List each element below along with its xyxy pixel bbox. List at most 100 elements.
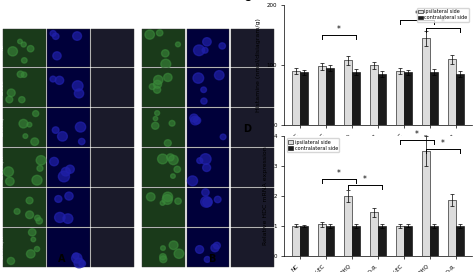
Circle shape: [36, 190, 46, 199]
Circle shape: [20, 33, 26, 38]
Bar: [396, 71, 404, 125]
Bar: [47, 148, 90, 187]
Circle shape: [168, 111, 174, 117]
Circle shape: [153, 178, 160, 185]
Bar: [231, 148, 273, 187]
Text: BAR: BAR: [64, 8, 75, 13]
Circle shape: [168, 151, 173, 156]
Circle shape: [60, 116, 67, 123]
Bar: [142, 29, 185, 67]
Bar: [3, 69, 46, 107]
Bar: [352, 226, 360, 256]
Legend: ipsilateral side, contralateral side: ipsilateral side, contralateral side: [287, 138, 339, 152]
Bar: [292, 226, 300, 256]
Bar: [396, 226, 404, 256]
Circle shape: [208, 73, 218, 83]
Bar: [448, 200, 456, 256]
Circle shape: [51, 214, 58, 220]
Circle shape: [58, 126, 64, 132]
Circle shape: [145, 242, 154, 251]
Text: *: *: [441, 139, 445, 149]
Circle shape: [177, 74, 185, 81]
Circle shape: [78, 244, 85, 251]
Bar: [292, 71, 300, 125]
Bar: [47, 69, 90, 107]
Circle shape: [20, 252, 26, 257]
Bar: [187, 228, 229, 267]
Circle shape: [156, 236, 164, 243]
Bar: [187, 188, 229, 227]
Circle shape: [64, 246, 72, 254]
Bar: [91, 69, 134, 107]
Legend: ipsilateral side, contralateral side: ipsilateral side, contralateral side: [417, 8, 469, 22]
Circle shape: [156, 217, 166, 225]
Circle shape: [62, 170, 68, 176]
Circle shape: [72, 205, 82, 215]
Circle shape: [75, 134, 83, 142]
Text: 20V-PHQ: 20V-PHQ: [0, 118, 4, 137]
Bar: [3, 188, 46, 227]
Bar: [91, 188, 134, 227]
Circle shape: [175, 119, 182, 125]
Circle shape: [9, 167, 14, 172]
Circle shape: [209, 138, 215, 145]
Circle shape: [51, 71, 58, 78]
Bar: [142, 188, 185, 227]
Bar: [370, 212, 378, 256]
Circle shape: [195, 97, 204, 106]
Bar: [430, 226, 438, 256]
Circle shape: [215, 110, 227, 120]
Text: BAR: BAR: [203, 8, 214, 13]
Text: D: D: [243, 123, 251, 134]
Text: *: *: [363, 175, 367, 184]
Circle shape: [19, 238, 27, 245]
Text: Merge: Merge: [105, 8, 122, 13]
Circle shape: [25, 33, 32, 41]
Text: HDC: HDC: [158, 8, 171, 13]
Bar: [378, 226, 386, 256]
Circle shape: [22, 245, 30, 252]
Circle shape: [63, 216, 69, 222]
Circle shape: [166, 156, 171, 160]
Circle shape: [198, 47, 206, 54]
Text: 40V-PHQ-R: 40V-PHQ-R: [0, 235, 4, 259]
Circle shape: [64, 154, 74, 164]
Circle shape: [22, 199, 29, 206]
Text: C: C: [243, 0, 250, 3]
Bar: [187, 69, 229, 107]
Circle shape: [38, 150, 43, 155]
Circle shape: [208, 213, 215, 220]
Circle shape: [170, 135, 180, 144]
Circle shape: [199, 253, 209, 262]
Text: *: *: [415, 10, 419, 19]
Bar: [47, 108, 90, 147]
Text: B: B: [208, 254, 215, 264]
Circle shape: [171, 50, 180, 59]
Circle shape: [13, 98, 22, 106]
Circle shape: [152, 209, 157, 215]
Bar: [344, 60, 352, 125]
Circle shape: [62, 230, 73, 241]
Circle shape: [163, 122, 169, 128]
Bar: [378, 74, 386, 125]
Circle shape: [162, 87, 172, 96]
Circle shape: [157, 217, 164, 224]
Circle shape: [168, 44, 174, 51]
Circle shape: [174, 40, 182, 48]
Bar: [456, 226, 465, 256]
Bar: [422, 38, 430, 125]
Bar: [318, 224, 326, 256]
Text: *: *: [337, 25, 341, 34]
Bar: [47, 29, 90, 67]
Bar: [142, 228, 185, 267]
Circle shape: [10, 151, 19, 159]
Bar: [91, 108, 134, 147]
Bar: [91, 228, 134, 267]
Circle shape: [61, 90, 72, 101]
Y-axis label: Relative HDC mRNA expression: Relative HDC mRNA expression: [263, 146, 268, 245]
Circle shape: [63, 53, 72, 63]
Circle shape: [205, 205, 215, 215]
Bar: [300, 226, 308, 256]
Circle shape: [17, 209, 27, 219]
Bar: [326, 68, 334, 125]
